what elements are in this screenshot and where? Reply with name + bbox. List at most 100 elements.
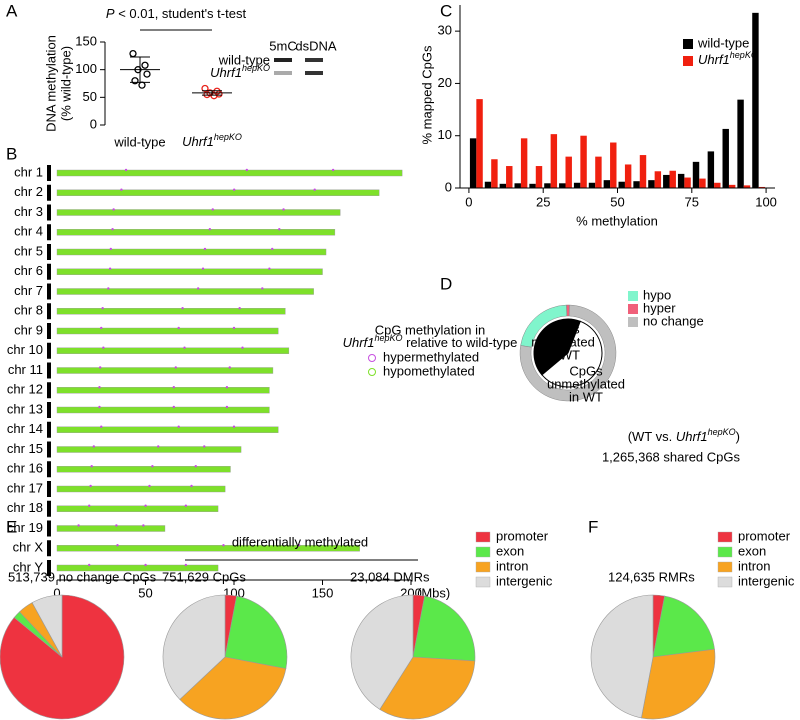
panel-letter: D — [440, 274, 452, 293]
blot-band — [274, 58, 292, 62]
chromosome-marker — [47, 303, 51, 320]
chromosome-label: chr 17 — [7, 480, 43, 495]
chromosome-label: chr 16 — [7, 461, 43, 476]
hyper-dot — [282, 208, 285, 211]
chromosome-band — [56, 169, 403, 177]
pie-slice — [179, 656, 287, 720]
chromosome-band — [56, 485, 226, 493]
donut-segment — [519, 304, 617, 402]
hyper-dot — [194, 465, 197, 468]
text-run: ) — [736, 429, 740, 444]
text-run: hepKO — [214, 132, 242, 142]
hyper-dot — [98, 386, 101, 389]
legend-swatch — [475, 576, 491, 588]
hyper-dot — [100, 326, 103, 330]
chromosome-label: chr 9 — [14, 322, 43, 337]
legend-title: CpG methylation in — [375, 322, 486, 337]
bar — [677, 173, 685, 188]
hyper-dot — [184, 563, 188, 567]
legend-label: exon — [738, 543, 766, 558]
blot-band — [305, 58, 323, 62]
hyper-dot — [92, 445, 96, 448]
text-run: hepKO — [730, 50, 758, 60]
chromosome-band — [56, 367, 274, 374]
data-point — [143, 70, 151, 78]
hyper-dot — [88, 563, 91, 567]
data-point — [141, 61, 149, 69]
chromosome-marker — [47, 421, 51, 438]
x-tick-label: wild-type — [113, 134, 165, 149]
legend-swatch — [628, 304, 638, 314]
y-tick-label: 50 — [83, 89, 97, 104]
chromosome-label: chr 15 — [7, 441, 43, 456]
legend-marker — [368, 354, 376, 362]
pie-slice — [590, 594, 654, 719]
chromosome-band — [56, 446, 242, 453]
hyper-dot — [101, 307, 104, 310]
hyper-dot — [228, 366, 231, 369]
bar — [544, 183, 551, 188]
x-tick-label: 75 — [685, 194, 699, 209]
bar — [491, 159, 498, 188]
hyper-dot — [157, 445, 160, 448]
chromosome-label: chr 3 — [14, 204, 43, 219]
legend-label: hypomethylated — [383, 363, 475, 378]
slice-label: unmethylated — [547, 376, 625, 391]
bar — [684, 177, 691, 188]
pie-label: 124,635 RMRs — [608, 569, 695, 584]
chromosome-marker — [47, 402, 51, 418]
text-run: hepKO — [708, 427, 736, 437]
text-run: hepKO — [242, 63, 270, 73]
text-run: < 0.01, student's t-test — [115, 6, 247, 21]
bar — [654, 171, 662, 188]
pie-slice — [224, 595, 288, 669]
legend-label: promoter — [496, 528, 549, 543]
pie-slice — [162, 594, 226, 700]
chromosome-marker — [47, 204, 51, 221]
chromosome-label: chr 11 — [8, 362, 43, 377]
panel-letter: E — [6, 517, 17, 536]
hyper-dot — [297, 544, 301, 547]
chromosome-marker — [47, 184, 51, 201]
hyper-dot — [183, 346, 186, 349]
bar — [484, 181, 492, 188]
hyper-dot — [116, 544, 119, 547]
bar — [559, 183, 566, 188]
x-axis-label: % methylation — [576, 213, 658, 228]
chromosome-label: chr 13 — [7, 401, 43, 416]
chromosome-band — [56, 209, 341, 216]
chromosome-label: chr 10 — [7, 342, 43, 357]
hyper-dot — [88, 504, 91, 507]
legend-label: hyper — [643, 300, 676, 315]
chromosome-band — [56, 505, 219, 512]
hyper-dot — [177, 425, 180, 428]
legend-title: Uhrf1hepKO relative to wild-type — [343, 333, 518, 350]
bar — [550, 134, 558, 188]
hyper-dot — [77, 524, 80, 527]
pie-slice — [541, 320, 603, 388]
hyper-dot — [222, 544, 225, 547]
text-run: Uhrf1 — [676, 429, 708, 444]
text-run: relative to wild-type — [402, 335, 517, 350]
bar — [752, 12, 759, 188]
y-axis-label: % mapped CpGs — [419, 45, 434, 144]
bar — [618, 181, 625, 188]
legend-marker — [368, 368, 376, 376]
legend-label: intron — [496, 558, 529, 573]
panel-letter: A — [6, 1, 18, 20]
chromosome-marker — [47, 323, 51, 339]
hyper-dot — [268, 267, 271, 270]
chromosome-band — [56, 189, 380, 196]
text-run: Uhrf1 — [182, 134, 214, 149]
bar — [520, 138, 528, 188]
hyper-dot — [211, 208, 214, 211]
chromosome-label: chr X — [13, 540, 44, 555]
chromosome-label: chr 4 — [14, 224, 43, 239]
bar — [714, 182, 721, 188]
hyper-dot — [184, 504, 188, 507]
hyper-dot — [278, 228, 281, 231]
hyper-dot — [148, 484, 151, 488]
chromosome-marker — [47, 481, 51, 497]
hyper-dot — [238, 307, 241, 310]
bar — [588, 182, 596, 188]
